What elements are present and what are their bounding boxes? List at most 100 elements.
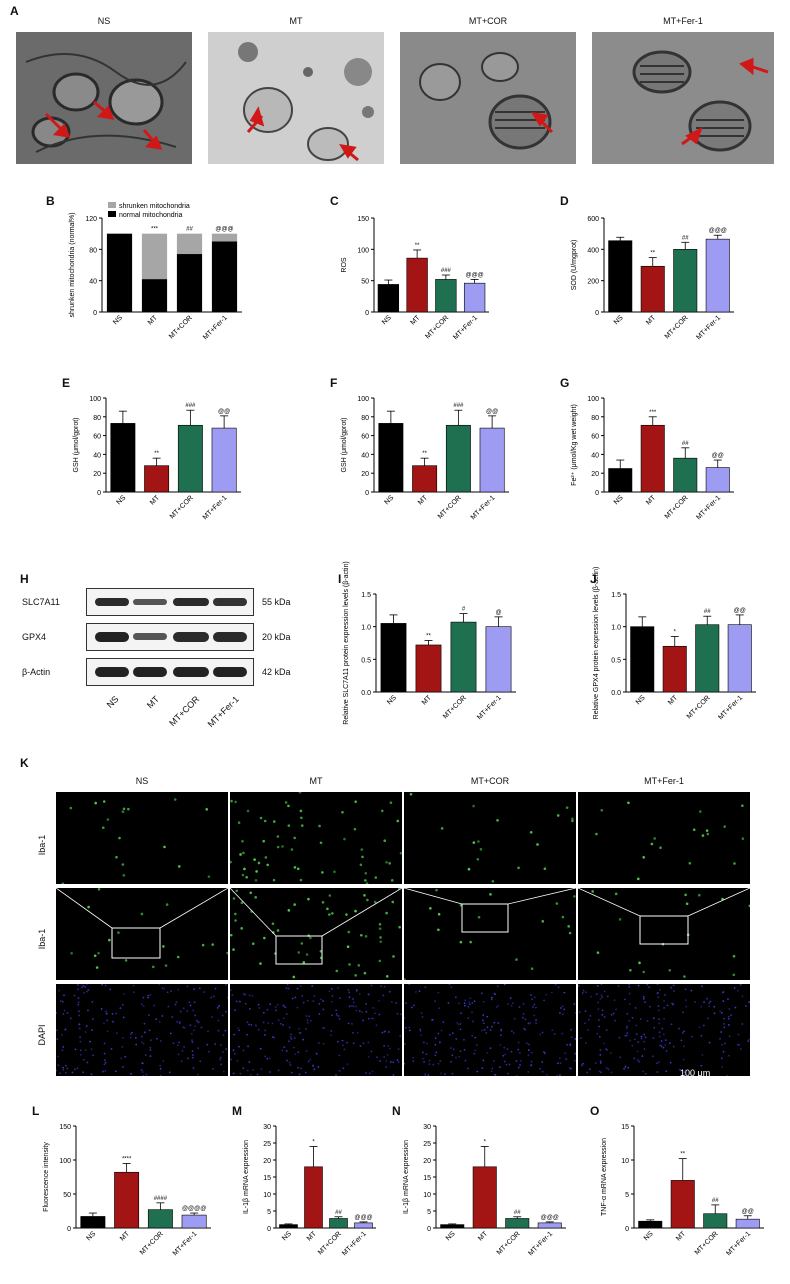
- nucleus-dot: [651, 1055, 654, 1058]
- significance-label: ##: [186, 227, 193, 233]
- fluo-texture: [404, 888, 576, 980]
- microglia-dot: [121, 863, 125, 866]
- nucleus-dot: [625, 1034, 628, 1037]
- panel-a-title-mtcor: MT+COR: [468, 16, 508, 26]
- nucleus-dot: [85, 984, 88, 986]
- nucleus-dot: [171, 1016, 174, 1019]
- nucleus-dot: [405, 1002, 407, 1005]
- nucleus-dot: [412, 1060, 415, 1063]
- nucleus-dot: [335, 1074, 337, 1076]
- nucleus-dot: [347, 1022, 350, 1025]
- microglia-dot: [353, 827, 357, 831]
- microglia-dot: [591, 890, 594, 893]
- microglia-dot: [543, 867, 547, 871]
- nucleus-dot: [386, 1053, 389, 1056]
- nucleus-dot: [635, 1024, 638, 1027]
- nucleus-dot: [669, 1061, 672, 1064]
- nucleus-dot: [161, 1015, 164, 1017]
- nucleus-dot: [421, 1015, 424, 1018]
- nucleus-dot: [186, 1010, 189, 1012]
- nucleus-dot: [322, 1042, 325, 1045]
- nucleus-dot: [568, 1067, 571, 1069]
- nucleus-dot: [460, 1012, 462, 1015]
- microglia-dot: [435, 888, 438, 892]
- nucleus-dot: [626, 1012, 629, 1015]
- chart-j: 0.0 0.5 1.0 1.5 Relative GPX4 protein expres…: [582, 567, 762, 736]
- nucleus-dot: [271, 1022, 274, 1025]
- nucleus-dot: [643, 1033, 646, 1036]
- microglia-dot: [234, 800, 237, 804]
- nucleus-dot: [103, 1042, 106, 1045]
- nucleus-dot: [262, 1021, 265, 1024]
- panel-n-letter: N: [392, 1104, 401, 1118]
- nucleus-dot: [498, 1066, 501, 1069]
- nucleus-dot: [130, 1036, 132, 1039]
- nucleus-dot: [661, 1027, 664, 1030]
- nucleus-dot: [535, 1022, 537, 1024]
- panel-c-letter: C: [330, 194, 339, 208]
- microglia-dot: [469, 940, 472, 944]
- microglia-dot: [328, 913, 331, 916]
- y-tick-label: 0: [365, 490, 369, 497]
- nucleus-dot: [308, 1015, 311, 1018]
- y-tick-label: 80: [591, 415, 599, 422]
- microglia-dot: [293, 866, 297, 869]
- nucleus-dot: [722, 990, 725, 993]
- nucleus-dot: [607, 1068, 610, 1071]
- nucleus-dot: [59, 999, 62, 1002]
- nucleus-dot: [574, 1038, 576, 1040]
- nucleus-dot: [232, 1072, 235, 1075]
- nucleus-dot: [601, 1009, 604, 1012]
- nucleus-dot: [637, 1041, 640, 1043]
- nucleus-dot: [723, 1022, 726, 1025]
- nucleus-dot: [598, 1036, 601, 1038]
- nucleus-dot: [100, 1008, 103, 1010]
- nucleus-dot: [191, 1056, 194, 1059]
- nucleus-dot: [642, 998, 645, 1000]
- panel-a-title-mtfer: MT+Fer-1: [663, 16, 703, 26]
- significance-label: *: [312, 1139, 315, 1145]
- microglia-dot: [477, 840, 480, 843]
- nucleus-dot: [490, 998, 493, 1001]
- y-tick-label: 50: [63, 1192, 71, 1199]
- nucleus-dot: [421, 1051, 424, 1054]
- bar: [378, 423, 404, 493]
- nucleus-dot: [142, 1074, 145, 1076]
- nucleus-dot: [595, 993, 598, 995]
- nucleus-dot: [450, 1047, 453, 1049]
- fluo-texture: [61, 798, 211, 884]
- microglia-dot: [354, 800, 357, 803]
- nucleus-dot: [216, 1006, 219, 1009]
- microglia-dot: [555, 902, 559, 905]
- nucleus-dot: [330, 988, 333, 990]
- microglia-dot: [271, 922, 275, 926]
- nucleus-dot: [459, 1050, 462, 1053]
- nucleus-dot: [91, 1018, 94, 1020]
- wb-row-gpx4: [86, 623, 254, 651]
- significance-label: **: [650, 251, 655, 257]
- nucleus-dot: [587, 1029, 589, 1031]
- nucleus-dot: [700, 1005, 703, 1008]
- significance-label: ##: [682, 235, 689, 241]
- significance-label: ###: [441, 268, 452, 274]
- microglia-dot: [614, 892, 618, 896]
- x-tick-label: NS: [613, 494, 625, 506]
- nucleus-dot: [557, 986, 560, 989]
- microglia-dot: [476, 857, 480, 861]
- microglia-dot: [319, 841, 323, 845]
- nucleus-dot: [194, 1025, 197, 1028]
- nucleus-dot: [541, 1031, 544, 1034]
- nucleus-dot: [181, 1049, 184, 1052]
- nucleus-dot: [159, 1074, 162, 1076]
- nucleus-dot: [741, 1023, 744, 1025]
- y-tick-label: 30: [423, 1124, 431, 1131]
- microglia-dot: [254, 879, 258, 882]
- x-tick-label: MT+Fer-1: [476, 694, 503, 721]
- fluo-texture: [230, 984, 402, 1076]
- nucleus-dot: [522, 1016, 524, 1019]
- nucleus-dot: [147, 996, 150, 999]
- bar: [329, 1218, 348, 1229]
- microglia-dot: [459, 940, 463, 944]
- nucleus-dot: [306, 1019, 309, 1022]
- panel-g-letter: G: [560, 376, 570, 390]
